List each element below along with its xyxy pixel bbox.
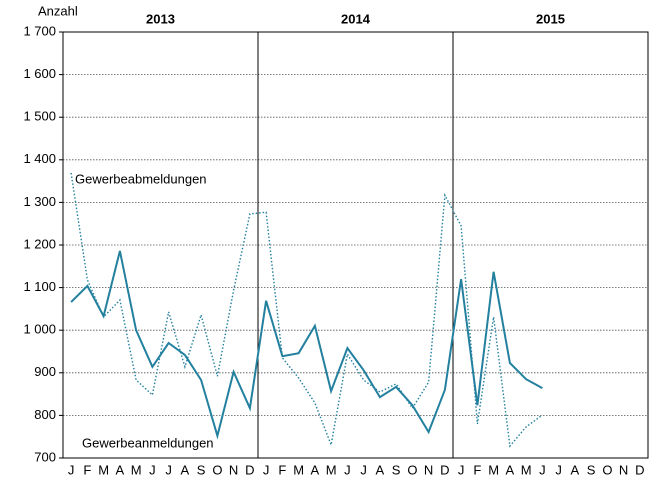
y-tick-label: 900 bbox=[34, 364, 56, 379]
x-tick-label: A bbox=[116, 462, 125, 477]
x-tick-label: F bbox=[473, 462, 481, 477]
x-tick-label: A bbox=[571, 462, 580, 477]
x-tick-label: D bbox=[635, 462, 644, 477]
series-line bbox=[70, 250, 543, 440]
y-tick-label: 1 100 bbox=[23, 279, 56, 294]
x-tick-label: M bbox=[98, 462, 109, 477]
x-tick-label: J bbox=[360, 462, 367, 477]
x-tick-label: S bbox=[197, 462, 206, 477]
x-tick-label: S bbox=[392, 462, 401, 477]
series-label: Gewerbeabmeldungen bbox=[75, 171, 207, 186]
x-tick-label: A bbox=[311, 462, 320, 477]
x-tick-label: N bbox=[229, 462, 238, 477]
x-tick-label: S bbox=[587, 462, 596, 477]
series-line bbox=[70, 172, 543, 448]
x-tick-label: M bbox=[326, 462, 337, 477]
plot-frame bbox=[62, 31, 649, 459]
x-tick-label: N bbox=[619, 462, 628, 477]
y-axis-label: Anzahl bbox=[38, 3, 78, 18]
x-tick-label: O bbox=[407, 462, 417, 477]
y-tick-label: 1 300 bbox=[23, 194, 56, 209]
x-tick-label: J bbox=[458, 462, 465, 477]
x-tick-label: J bbox=[165, 462, 172, 477]
x-tick-label: A bbox=[376, 462, 385, 477]
x-tick-label: M bbox=[293, 462, 304, 477]
year-label: 2015 bbox=[536, 11, 565, 26]
x-tick-label: A bbox=[506, 462, 515, 477]
x-tick-label: M bbox=[521, 462, 532, 477]
series-label: Gewerbeanmeldungen bbox=[82, 435, 214, 450]
y-tick-label: 700 bbox=[34, 449, 56, 464]
x-tick-label: J bbox=[149, 462, 156, 477]
x-tick-label: F bbox=[278, 462, 286, 477]
year-label: 2014 bbox=[341, 11, 371, 26]
x-tick-label: M bbox=[488, 462, 499, 477]
y-tick-label: 800 bbox=[34, 407, 56, 422]
x-tick-label: J bbox=[539, 462, 546, 477]
x-tick-label: M bbox=[131, 462, 142, 477]
x-tick-label: J bbox=[263, 462, 270, 477]
x-tick-label: F bbox=[83, 462, 91, 477]
x-tick-label: J bbox=[68, 462, 75, 477]
y-tick-label: 1 000 bbox=[23, 322, 56, 337]
y-tick-label: 1 600 bbox=[23, 66, 56, 81]
y-tick-label: 1 200 bbox=[23, 236, 56, 251]
x-tick-label: O bbox=[602, 462, 612, 477]
x-tick-label: J bbox=[344, 462, 351, 477]
y-tick-label: 1 500 bbox=[23, 109, 56, 124]
y-tick-label: 1 400 bbox=[23, 151, 56, 166]
x-tick-label: A bbox=[181, 462, 190, 477]
x-tick-label: D bbox=[440, 462, 449, 477]
y-tick-label: 1 700 bbox=[23, 23, 56, 38]
x-tick-label: N bbox=[424, 462, 433, 477]
x-tick-label: O bbox=[212, 462, 222, 477]
x-tick-label: J bbox=[555, 462, 562, 477]
year-label: 2013 bbox=[146, 11, 175, 26]
x-tick-label: D bbox=[245, 462, 254, 477]
